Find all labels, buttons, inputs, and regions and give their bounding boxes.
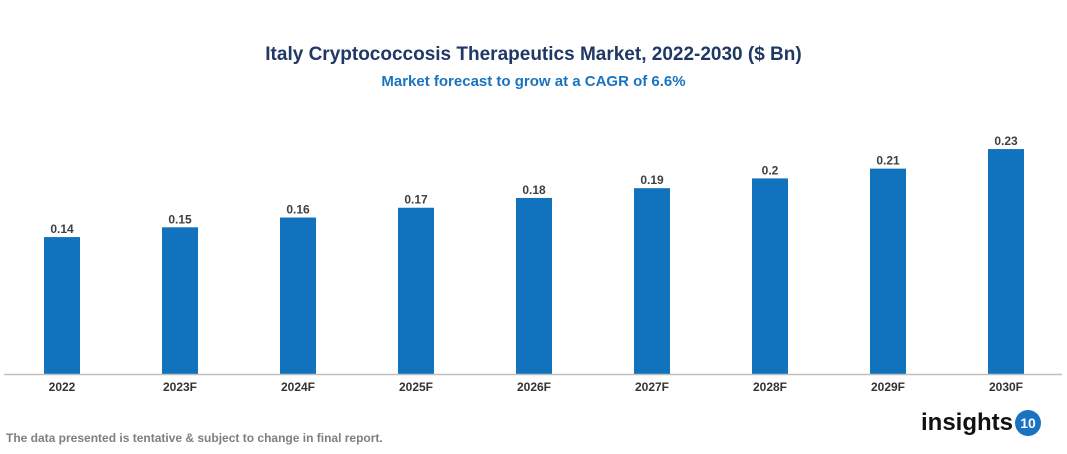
bar-2026F (516, 197, 552, 374)
x-tick-label: 2027F (635, 380, 669, 394)
x-tick-label: 2025F (399, 380, 433, 394)
x-tick-label: 2030F (989, 380, 1023, 394)
x-tick-label: 2024F (281, 380, 315, 394)
data-label: 0.16 (286, 203, 310, 217)
x-tick-label: 2022 (49, 380, 76, 394)
disclaimer: The data presented is tentative & subjec… (6, 431, 383, 445)
bar-2022 (44, 237, 80, 374)
bar-2028F (752, 178, 788, 374)
logo-badge: 10 (1015, 410, 1042, 436)
data-label: 0.17 (404, 193, 428, 207)
x-tick-label: 2028F (753, 380, 787, 394)
data-label: 0.14 (50, 222, 74, 236)
x-tick-label: 2029F (871, 380, 905, 394)
chart-title: Italy Cryptococcosis Therapeutics Market… (265, 44, 802, 65)
logo-text: insights (921, 409, 1014, 436)
chart-subtitle: Market forecast to grow at a CAGR of 6.6… (381, 73, 686, 90)
bar-2025F (398, 207, 434, 374)
data-label: 0.21 (876, 154, 900, 168)
data-label: 0.15 (168, 212, 192, 226)
bar-2024F (280, 217, 316, 374)
bar-2027F (634, 188, 670, 374)
data-label: 0.19 (640, 173, 664, 187)
bar-2029F (870, 168, 906, 374)
bar-2030F (988, 149, 1024, 374)
bar-2023F (162, 227, 198, 374)
x-tick-label: 2026F (517, 380, 551, 394)
insights10-logo: insights 10 (921, 409, 1042, 437)
data-label: 0.2 (762, 163, 779, 177)
data-label: 0.23 (994, 134, 1018, 148)
x-tick-label: 2023F (163, 380, 197, 394)
data-label: 0.18 (522, 183, 546, 197)
